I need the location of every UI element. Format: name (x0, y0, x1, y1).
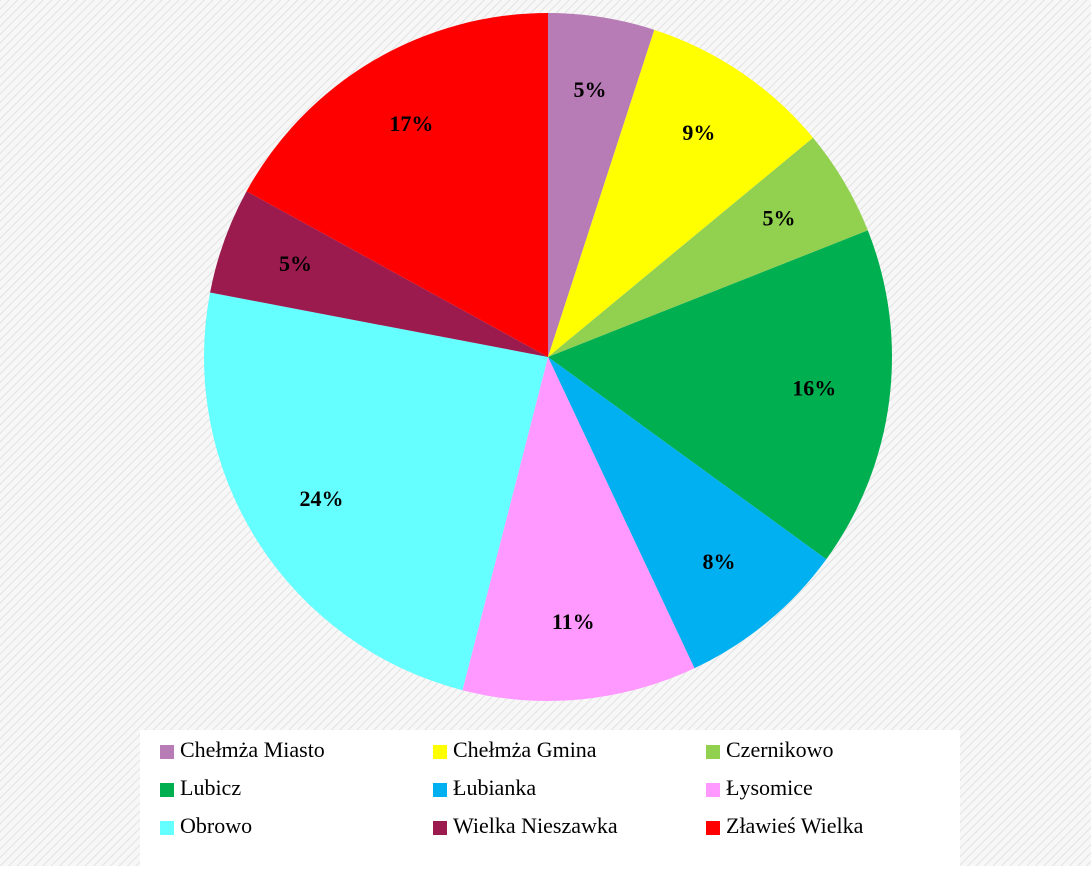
legend-marker (160, 745, 174, 759)
data-label: 5% (573, 77, 606, 102)
legend-box (140, 730, 960, 866)
data-label: 5% (279, 251, 312, 276)
pie-slice (548, 357, 827, 669)
data-label: 24% (299, 486, 343, 511)
legend-marker (160, 783, 174, 797)
legend-label: Chełmża Gmina (453, 737, 597, 762)
legend-label: Łysomice (726, 775, 813, 800)
data-label: 16% (792, 376, 836, 401)
pie-slice (210, 191, 548, 357)
pie-slice (548, 230, 892, 560)
legend-marker (706, 821, 720, 835)
data-label: 17% (389, 111, 433, 136)
legend-label: Chełmża Miasto (180, 737, 325, 762)
legend-marker (433, 783, 447, 797)
pie-slice (548, 13, 655, 357)
legend-marker (433, 821, 447, 835)
legend-label: Obrowo (180, 813, 252, 838)
pie-slice (462, 357, 695, 701)
pie-slice (548, 29, 814, 358)
pie-slice (204, 292, 549, 691)
data-label: 5% (762, 205, 795, 230)
legend-label: Lubicz (180, 775, 241, 800)
legend-label: Zławieś Wielka (726, 813, 864, 838)
legend-marker (160, 821, 174, 835)
data-label: 11% (552, 609, 595, 634)
pie-slice (548, 137, 868, 357)
legend-label: Czernikowo (726, 737, 834, 762)
legend-marker (706, 745, 720, 759)
data-label: 9% (682, 120, 715, 145)
legend-marker (706, 783, 720, 797)
legend-marker (433, 745, 447, 759)
legend-label: Łubianka (453, 775, 536, 800)
legend-label: Wielka Nieszawka (453, 813, 618, 838)
data-label: 8% (703, 549, 736, 574)
pie-slice (246, 13, 548, 357)
